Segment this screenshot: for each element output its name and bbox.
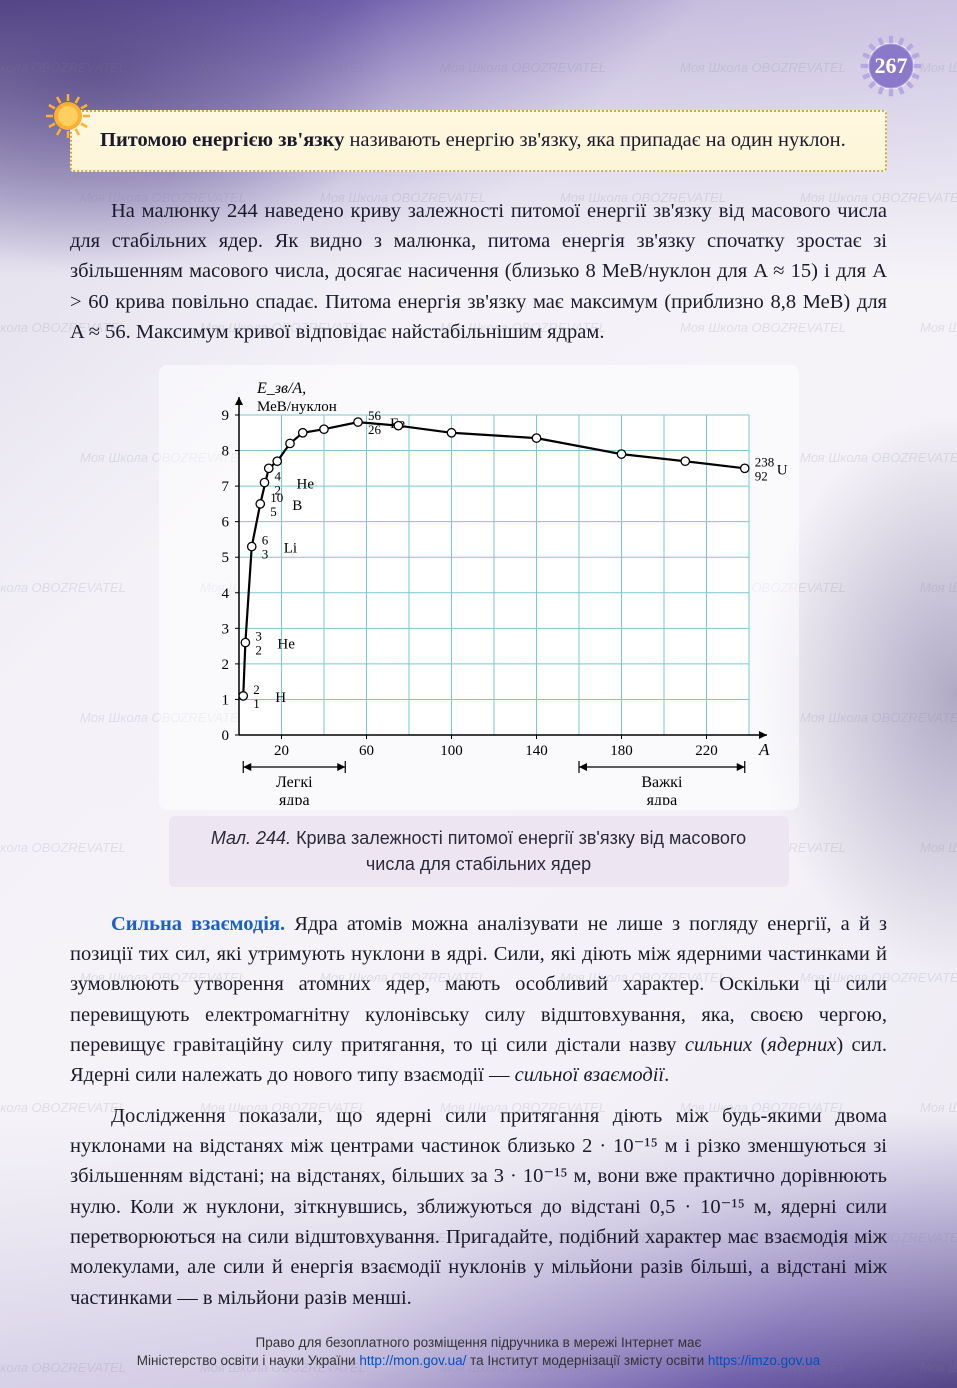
footer-line-1: Право для безоплатного розміщення підруч… <box>0 1334 957 1352</box>
svg-text:56: 56 <box>368 408 382 423</box>
svg-text:МеВ/нуклон: МеВ/нуклон <box>257 399 337 415</box>
sun-icon <box>44 92 92 140</box>
svg-text:3: 3 <box>261 547 268 562</box>
svg-text:2: 2 <box>253 682 260 697</box>
definition-text: Питомою енергією зв'язку називають енерг… <box>100 129 846 151</box>
svg-text:26: 26 <box>368 422 382 437</box>
svg-text:0: 0 <box>221 728 229 744</box>
page-footer: Право для безоплатного розміщення підруч… <box>0 1334 957 1370</box>
svg-text:H: H <box>275 690 286 706</box>
page-content: Питомою енергією зв'язку називають енерг… <box>0 0 957 1363</box>
svg-text:2: 2 <box>255 643 262 658</box>
paragraph-3: Дослідження показали, що ядерні сили при… <box>70 1101 887 1313</box>
paragraph-1: На малюнку 244 наведено криву залежності… <box>70 196 887 348</box>
svg-text:Li: Li <box>283 541 296 557</box>
svg-text:220: 220 <box>695 743 718 759</box>
svg-text:7: 7 <box>221 479 229 495</box>
svg-text:238: 238 <box>754 455 774 470</box>
definition-box: Питомою енергією зв'язку називають енерг… <box>70 110 887 172</box>
svg-text:4: 4 <box>221 586 229 602</box>
caption-text: Крива залежності питомої енергії зв'язку… <box>291 828 746 873</box>
chart-svg: 01234567892060100140180220E_зв/A,МеВ/нук… <box>169 375 789 805</box>
svg-text:180: 180 <box>610 743 633 759</box>
svg-text:8: 8 <box>221 444 229 460</box>
page-number-badge: 267 <box>855 30 927 102</box>
svg-text:140: 140 <box>525 743 548 759</box>
svg-text:6: 6 <box>261 533 268 548</box>
figure-label: Мал. 244. <box>211 828 291 848</box>
svg-text:1: 1 <box>253 696 260 711</box>
footer-link-2: https://imzo.gov.ua <box>708 1353 820 1368</box>
svg-text:5: 5 <box>270 504 277 519</box>
svg-text:B: B <box>292 498 302 514</box>
svg-text:He: He <box>277 637 295 653</box>
svg-text:3: 3 <box>255 629 262 644</box>
svg-text:Важкі: Важкі <box>641 774 683 791</box>
svg-text:2: 2 <box>221 657 229 673</box>
svg-text:ядра: ядра <box>278 792 309 805</box>
svg-text:He: He <box>296 477 314 493</box>
svg-text:Легкі: Легкі <box>275 774 312 791</box>
svg-text:20: 20 <box>274 743 289 759</box>
svg-text:2: 2 <box>274 483 281 498</box>
svg-text:92: 92 <box>754 469 767 484</box>
svg-text:100: 100 <box>440 743 463 759</box>
footer-line-2: Міністерство освіти і науки України http… <box>0 1352 957 1370</box>
svg-text:1: 1 <box>221 693 229 709</box>
svg-text:3: 3 <box>221 622 229 638</box>
svg-text:ядра: ядра <box>646 792 677 805</box>
svg-text:9: 9 <box>221 408 229 424</box>
footer-link-1: http://mon.gov.ua/ <box>359 1353 466 1368</box>
chart-caption: Мал. 244. Крива залежності питомої енерг… <box>169 816 789 886</box>
svg-text:6: 6 <box>221 515 229 531</box>
svg-text:4: 4 <box>274 469 281 484</box>
page-number: 267 <box>875 53 908 79</box>
svg-text:E_зв/A,: E_зв/A, <box>256 380 306 397</box>
binding-energy-chart: 01234567892060100140180220E_зв/A,МеВ/нук… <box>159 365 799 810</box>
section-heading: Сильна взаємодія. <box>111 913 285 935</box>
svg-text:5: 5 <box>221 551 229 567</box>
svg-text:A: A <box>758 740 770 759</box>
svg-text:60: 60 <box>359 743 374 759</box>
svg-text:U: U <box>776 463 787 479</box>
paragraph-2: Сильна взаємодія. Ядра атомів можна анал… <box>70 909 887 1091</box>
